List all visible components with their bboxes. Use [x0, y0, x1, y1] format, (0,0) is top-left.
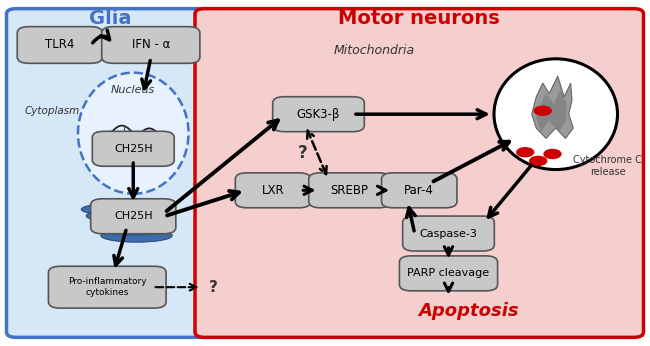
FancyBboxPatch shape	[235, 173, 311, 208]
Circle shape	[544, 149, 561, 158]
FancyBboxPatch shape	[17, 27, 103, 63]
Polygon shape	[536, 90, 567, 131]
Ellipse shape	[78, 73, 188, 194]
Circle shape	[517, 148, 534, 157]
Ellipse shape	[494, 59, 618, 170]
FancyBboxPatch shape	[195, 9, 644, 337]
Text: IFN - α: IFN - α	[131, 38, 170, 52]
FancyBboxPatch shape	[273, 97, 364, 132]
Polygon shape	[532, 76, 573, 138]
Ellipse shape	[96, 222, 170, 236]
Text: Apoptosis: Apoptosis	[418, 302, 518, 320]
FancyBboxPatch shape	[6, 9, 214, 337]
Text: ?: ?	[209, 280, 218, 295]
FancyBboxPatch shape	[399, 256, 498, 291]
Text: Mitochondria: Mitochondria	[333, 44, 414, 57]
Ellipse shape	[81, 203, 166, 216]
FancyBboxPatch shape	[90, 199, 176, 234]
Text: Caspase-3: Caspase-3	[419, 229, 478, 238]
FancyBboxPatch shape	[382, 173, 457, 208]
Text: Pro-inflammatory
cytokines: Pro-inflammatory cytokines	[68, 277, 146, 297]
Text: Cytochrome C
release: Cytochrome C release	[573, 155, 642, 177]
Text: Par-4: Par-4	[404, 184, 434, 197]
Text: LXR: LXR	[262, 184, 284, 197]
Text: TLR4: TLR4	[45, 38, 75, 52]
FancyBboxPatch shape	[309, 173, 391, 208]
Circle shape	[530, 156, 547, 165]
FancyBboxPatch shape	[102, 27, 200, 63]
Text: GSK3-β: GSK3-β	[297, 108, 340, 121]
FancyBboxPatch shape	[49, 266, 166, 308]
Text: Cytoplasm: Cytoplasm	[25, 106, 80, 116]
Ellipse shape	[86, 209, 168, 222]
Ellipse shape	[91, 216, 169, 229]
Text: CH25H: CH25H	[114, 144, 153, 154]
Text: Nucleus: Nucleus	[111, 85, 155, 94]
Text: PARP cleavage: PARP cleavage	[408, 268, 489, 278]
Text: Motor neurons: Motor neurons	[339, 9, 500, 28]
Text: SREBP: SREBP	[331, 184, 369, 197]
Ellipse shape	[101, 229, 172, 242]
Circle shape	[534, 106, 551, 115]
Text: Glia: Glia	[89, 9, 132, 28]
Text: ?: ?	[298, 144, 307, 162]
Text: CH25H: CH25H	[114, 211, 153, 221]
FancyBboxPatch shape	[92, 131, 174, 166]
FancyBboxPatch shape	[402, 216, 494, 251]
